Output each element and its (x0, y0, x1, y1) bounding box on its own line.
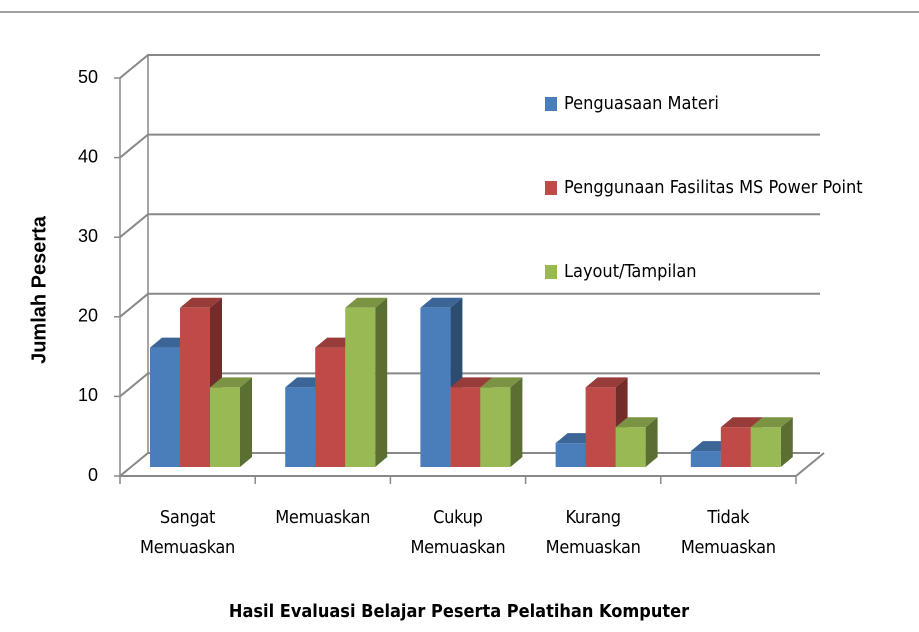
x-tick-label: Sangat Memuaskan (140, 507, 235, 558)
grid-line (119, 292, 820, 318)
bar-side (375, 297, 388, 467)
bar (150, 347, 180, 467)
legend-label: Penguasaan Materi (564, 93, 719, 114)
bar-top (180, 297, 222, 308)
bar (315, 347, 346, 467)
bar (285, 387, 316, 467)
bar (345, 307, 376, 467)
bar (210, 387, 240, 467)
legend-swatch (545, 97, 557, 111)
bar-top (210, 377, 252, 388)
x-tick-label: Kurang Memuaskan (545, 507, 641, 558)
bar-side (510, 377, 523, 467)
grid-line (119, 213, 820, 238)
bar-top (750, 417, 793, 428)
bar-top (585, 377, 628, 388)
bar (180, 307, 210, 467)
y-tick-label: 30 (78, 226, 98, 246)
bar-side (645, 417, 658, 467)
legend-swatch (545, 181, 557, 195)
legend-label: Penggunaan Fasilitas MS Power Point (564, 177, 863, 198)
x-axis-title: Hasil Evaluasi Belajar Peserta Pelatihan… (229, 601, 689, 622)
bar-top (615, 417, 658, 428)
legend-label: Layout/Tampilan (564, 261, 697, 282)
bar-top (450, 377, 493, 388)
bar-side (240, 377, 252, 467)
bar (420, 307, 451, 467)
legend-swatch (545, 265, 557, 279)
bar-top (720, 417, 763, 428)
bar (585, 387, 616, 467)
bar (720, 427, 751, 467)
y-tick-label: 40 (78, 146, 98, 166)
bar-top (480, 377, 523, 388)
bar-top (420, 297, 463, 308)
x-tick-label: Cukup Memuaskan (410, 507, 506, 558)
bar-top (345, 297, 388, 308)
bar (555, 443, 586, 467)
bar-side (780, 417, 793, 467)
y-tick-label: 20 (78, 306, 98, 326)
x-tick-label: Tidak Memuaskan (680, 507, 776, 558)
x-tick-label: Memuaskan (275, 507, 371, 528)
grid-line (119, 54, 820, 79)
grid-line (119, 133, 820, 159)
bar (450, 387, 481, 467)
bar (690, 451, 721, 467)
bar (480, 387, 511, 467)
y-tick-label: 0 (88, 465, 98, 485)
y-tick-label: 50 (78, 67, 98, 87)
y-axis-title: Jumlah Peserta (28, 215, 50, 364)
bar (750, 427, 781, 467)
y-tick-label: 10 (78, 385, 98, 405)
bar (615, 427, 646, 467)
